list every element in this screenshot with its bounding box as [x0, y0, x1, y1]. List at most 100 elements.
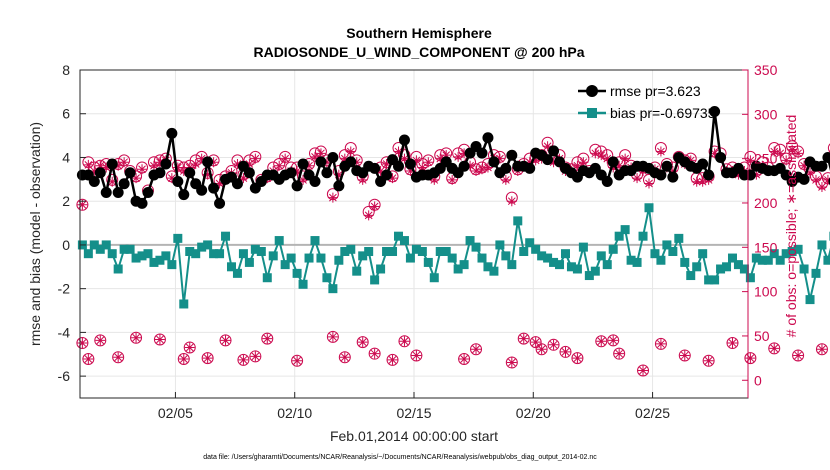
obs-assimilated-marker	[184, 342, 195, 353]
obs-assimilated-marker	[250, 351, 261, 362]
obs-possible-marker	[535, 343, 548, 356]
bias-point	[417, 246, 427, 256]
bias-point	[89, 240, 99, 250]
x-axis-label: Feb.01,2014 00:00:00 start	[330, 428, 498, 444]
obs-assimilated-marker	[232, 158, 243, 169]
obs-possible-marker	[398, 335, 411, 348]
obs-assimilated-marker	[83, 159, 94, 170]
obs-possible-marker	[505, 356, 518, 369]
obs-assimilated-marker	[572, 353, 583, 364]
obs-possible-marker	[237, 353, 250, 366]
bias-point	[745, 273, 755, 283]
rmse-point	[196, 184, 208, 196]
obs-assimilated-marker	[685, 155, 696, 166]
legend-rmse-marker	[586, 85, 598, 97]
y-right-tick-label: 100	[754, 284, 778, 300]
bias-point	[131, 253, 141, 263]
obs-assimilated-marker	[471, 166, 482, 177]
bias-point	[638, 231, 648, 241]
bias-point	[805, 295, 815, 305]
bias-point	[614, 231, 624, 241]
obs-assimilated-marker	[339, 153, 350, 164]
obs-assimilated-marker	[822, 174, 830, 185]
obs-assimilated-marker	[262, 333, 273, 344]
obs-assimilated-marker	[327, 331, 338, 342]
rmse-point	[667, 171, 679, 183]
rmse-point	[398, 134, 410, 146]
y-right-tick-label: 50	[754, 328, 770, 344]
obs-assimilated-marker	[643, 178, 654, 189]
y-tick-label: -2	[58, 281, 71, 297]
rmse-point	[112, 186, 124, 198]
obs-possible-marker	[571, 352, 584, 365]
rmse-point	[243, 167, 255, 179]
bias-point	[197, 242, 207, 252]
obs-assimilated-marker	[304, 160, 315, 171]
obs-assimilated-marker	[423, 157, 434, 168]
legend: rmse pr=3.623 bias pr=-0.69735	[578, 83, 716, 121]
obs-assimilated-marker	[799, 160, 810, 171]
bias-point	[161, 251, 171, 261]
bias-point	[751, 253, 761, 263]
bias-point	[513, 216, 523, 226]
bias-point	[710, 275, 720, 285]
rmse-point	[524, 162, 536, 174]
bias-point	[393, 231, 403, 241]
x-tick-label: 02/10	[277, 405, 312, 421]
bias-point	[793, 244, 803, 254]
obs-assimilated-marker	[321, 157, 332, 168]
bias-point	[698, 249, 708, 259]
rmse-point	[655, 169, 667, 181]
obs-assimilated-marker	[542, 141, 553, 152]
obs-assimilated-marker	[214, 178, 225, 189]
bias-point	[221, 231, 231, 241]
y-tick-label: 4	[62, 149, 70, 165]
bias-point	[465, 236, 475, 246]
bias-point	[268, 251, 278, 261]
obs-assimilated-marker	[393, 146, 404, 157]
rmse-point	[345, 156, 357, 168]
obs-possible-marker	[183, 341, 196, 354]
obs-assimilated-marker	[518, 333, 529, 344]
obs-possible-marker	[201, 352, 214, 365]
bias-point	[423, 257, 433, 267]
bias-point	[107, 249, 117, 259]
bias-point	[537, 251, 547, 261]
obs-assimilated-marker	[95, 335, 106, 346]
bias-point	[531, 244, 541, 254]
obs-assimilated-marker	[274, 160, 285, 171]
obs-assimilated-marker	[292, 355, 303, 366]
bias-point	[650, 249, 660, 259]
rmse-point	[542, 154, 554, 166]
bias-point	[441, 246, 451, 256]
bias-point	[608, 244, 618, 254]
obs-assimilated-marker	[196, 153, 207, 164]
bias-point	[232, 268, 242, 278]
bias-point	[346, 244, 356, 254]
rmse-point	[333, 180, 345, 192]
obs-assimilated-marker	[816, 182, 827, 193]
obs-assimilated-marker	[793, 148, 804, 159]
y-axis-label: rmse and bias (model - observation)	[27, 122, 43, 346]
bias-point	[358, 251, 368, 261]
rmse-point	[100, 186, 112, 198]
bias-point	[525, 238, 535, 248]
obs-assimilated-marker	[107, 176, 118, 187]
rmse-point	[214, 197, 226, 209]
obs-assimilated-marker	[590, 148, 601, 159]
bias-point	[799, 264, 809, 274]
obs-assimilated-marker	[339, 352, 350, 363]
y-axis-right-label: # of obs: o=possible; ∗=assimilated	[783, 115, 799, 338]
rmse-point	[607, 156, 619, 168]
obs-assimilated-marker	[83, 353, 94, 364]
bias-point	[185, 246, 195, 256]
bias-point	[167, 260, 177, 270]
bias-point	[477, 253, 487, 263]
obs-assimilated-marker	[238, 173, 249, 184]
bias-point	[340, 246, 350, 256]
obs-assimilated-marker	[638, 365, 649, 376]
obs-possible-marker	[410, 349, 423, 362]
obs-assimilated-marker	[131, 332, 142, 343]
rmse-point	[488, 156, 500, 168]
bias-series	[77, 203, 830, 309]
